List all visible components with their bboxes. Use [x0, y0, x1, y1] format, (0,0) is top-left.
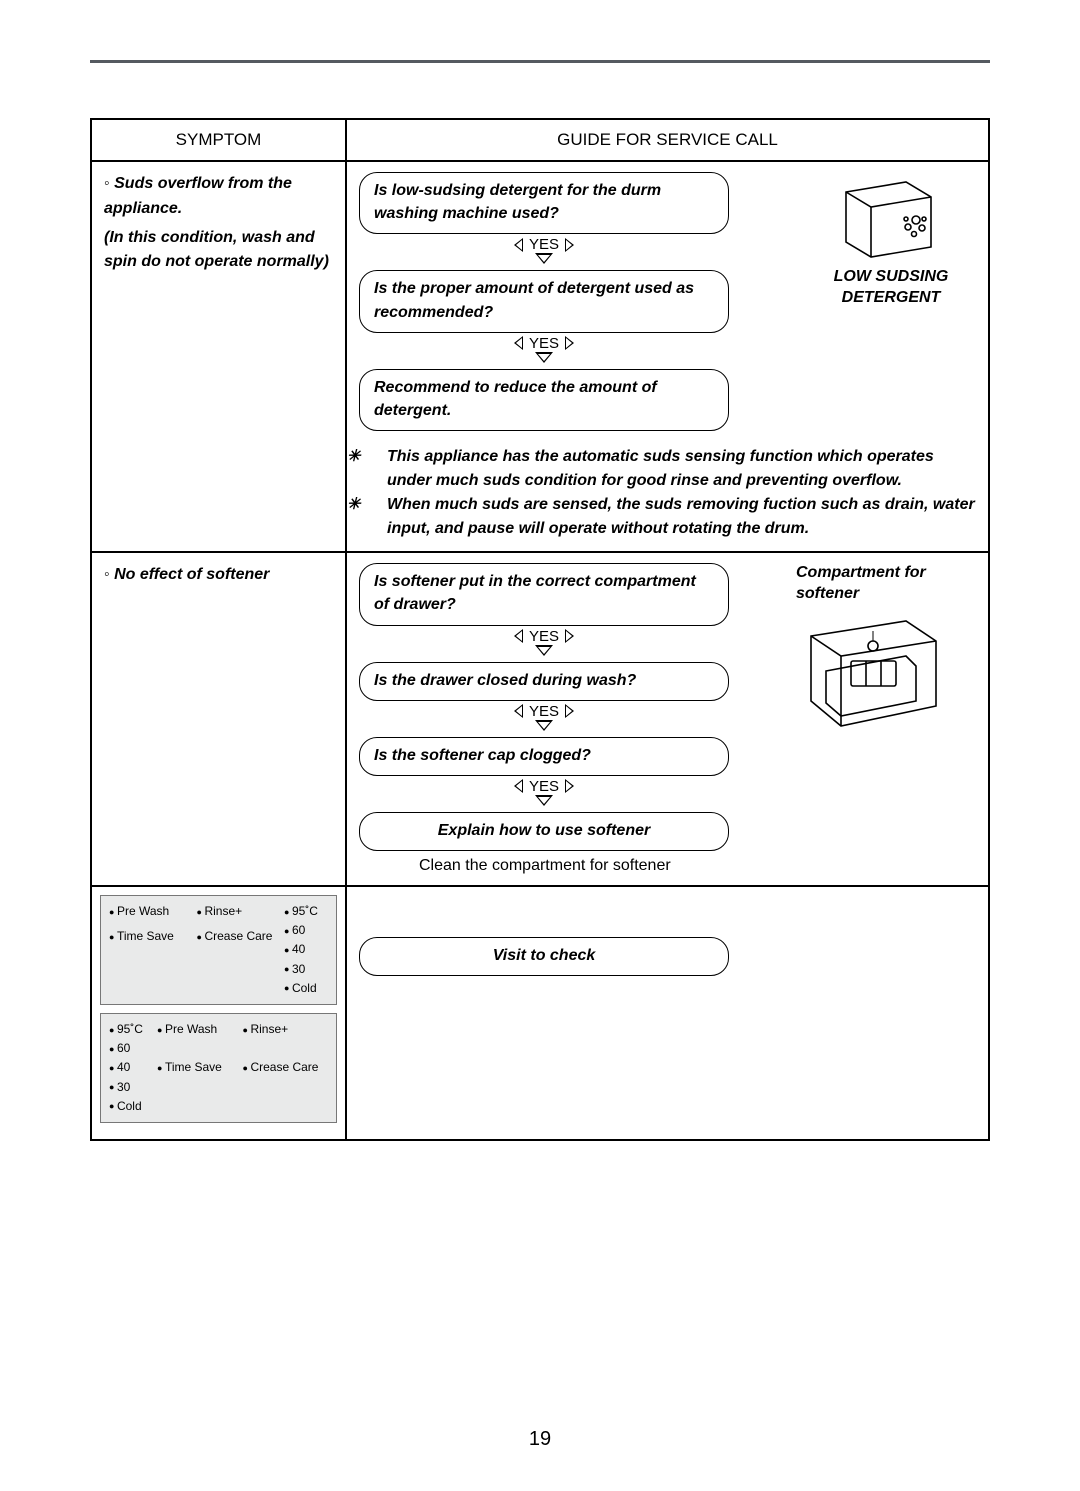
table-header: SYMPTOM GUIDE FOR SERVICE CALL: [92, 120, 988, 160]
note-text: This appliance has the automatic suds se…: [387, 448, 934, 489]
panel-option: 95˚C: [284, 902, 328, 921]
question-box: Is the softener cap clogged?: [359, 737, 729, 776]
symptom-title: Suds overflow from the appliance.: [104, 172, 333, 222]
detergent-caption: LOW SUDSING DETERGENT: [806, 267, 976, 309]
panel-option: 30: [109, 1078, 157, 1097]
question-box: Is the drawer closed during wash?: [359, 662, 729, 701]
header-symptom: SYMPTOM: [92, 120, 347, 160]
detergent-box-illustration: LOW SUDSING DETERGENT: [806, 172, 976, 309]
panel-option: 60: [109, 1039, 157, 1058]
notes-block: ✳This appliance has the automatic suds s…: [359, 445, 976, 541]
panel-option: Cold: [284, 979, 328, 998]
visit-box: Visit to check: [359, 937, 729, 976]
row-panels: Pre Wash Time Save Rinse+ Crease Care 95…: [92, 885, 988, 1139]
panel-option: Time Save: [109, 927, 197, 946]
panel-option: Cold: [109, 1097, 157, 1116]
control-panel-a: Pre Wash Time Save Rinse+ Crease Care 95…: [100, 895, 337, 1005]
drawer-illustration: Compartment for softener: [796, 563, 976, 746]
yes-arrow: YES: [359, 335, 729, 352]
panel-option: 30: [284, 960, 328, 979]
yes-arrow: YES: [359, 236, 729, 253]
panel-option: Crease Care: [243, 1058, 329, 1077]
row-suds-overflow: Suds overflow from the appliance. (In th…: [92, 160, 988, 551]
panel-option: Pre Wash: [157, 1020, 243, 1039]
symptom-title: No effect of softener: [104, 563, 333, 588]
panel-option: Time Save: [157, 1058, 243, 1077]
question-box: Is low-sudsing detergent for the durm wa…: [359, 172, 729, 234]
yes-label: YES: [529, 778, 559, 795]
panel-option: Pre Wash: [109, 902, 197, 921]
yes-label: YES: [529, 335, 559, 352]
symptom-subtitle: (In this condition, wash and spin do not…: [104, 226, 333, 276]
panel-option: Rinse+: [197, 902, 285, 921]
softener-caption: Compartment for softener: [796, 563, 976, 605]
yes-label: YES: [529, 236, 559, 253]
recommendation-box: Recommend to reduce the amount of deterg…: [359, 369, 729, 431]
control-panel-b: 95˚C 60 40 30 Cold Pre Wash Time Save Ri…: [100, 1013, 337, 1123]
note-text: When much suds are sensed, the suds remo…: [387, 496, 975, 537]
panel-option: Crease Care: [197, 927, 285, 946]
page-number: 19: [0, 1428, 1080, 1451]
plain-instruction: Clean the compartment for softener: [419, 857, 976, 875]
panel-option: 95˚C: [109, 1020, 157, 1039]
question-box: Is the proper amount of detergent used a…: [359, 270, 729, 332]
action-box: Explain how to use softener: [359, 812, 729, 851]
troubleshooting-table: SYMPTOM GUIDE FOR SERVICE CALL Suds over…: [90, 118, 990, 1141]
row-softener: No effect of softener Is softener put in…: [92, 551, 988, 885]
panel-option: 40: [109, 1058, 157, 1077]
header-guide: GUIDE FOR SERVICE CALL: [347, 120, 988, 160]
yes-label: YES: [529, 703, 559, 720]
panel-option: 60: [284, 921, 328, 940]
panel-option: 40: [284, 940, 328, 959]
question-box: Is softener put in the correct compartme…: [359, 563, 729, 625]
panel-option: Rinse+: [243, 1020, 329, 1039]
yes-label: YES: [529, 628, 559, 645]
